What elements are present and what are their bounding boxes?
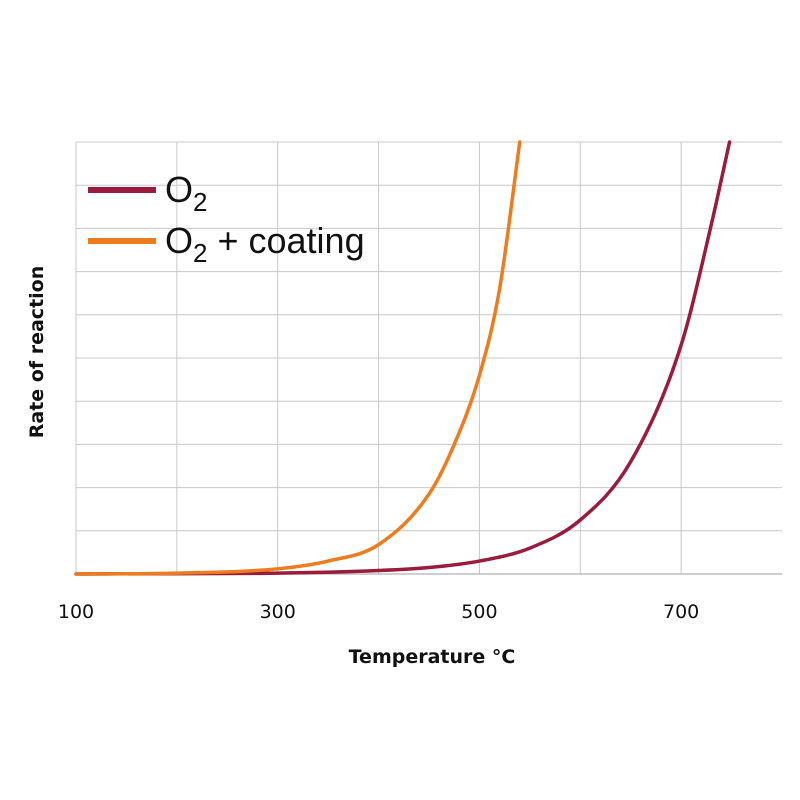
x-axis-title: Temperature °C [349,646,516,668]
legend-label-o2: O2 [165,169,207,217]
series-line-o2 [74,140,732,576]
legend: O2 O2 + coating [88,169,365,268]
y-gridlines [76,141,782,532]
x-tick-labels: 100 300 500 700 [58,601,699,623]
x-tick-label: 700 [663,601,699,623]
x-tick-label: 500 [461,601,497,623]
legend-label-o2-coating: O2 + coating [165,220,365,268]
x-gridlines [75,142,682,574]
series-line-o2-coating [74,140,522,576]
series-layer [74,140,732,576]
x-tick-label: 300 [260,601,296,623]
y-axis-title: Rate of reaction [26,266,48,438]
x-tick-label: 100 [58,601,94,623]
